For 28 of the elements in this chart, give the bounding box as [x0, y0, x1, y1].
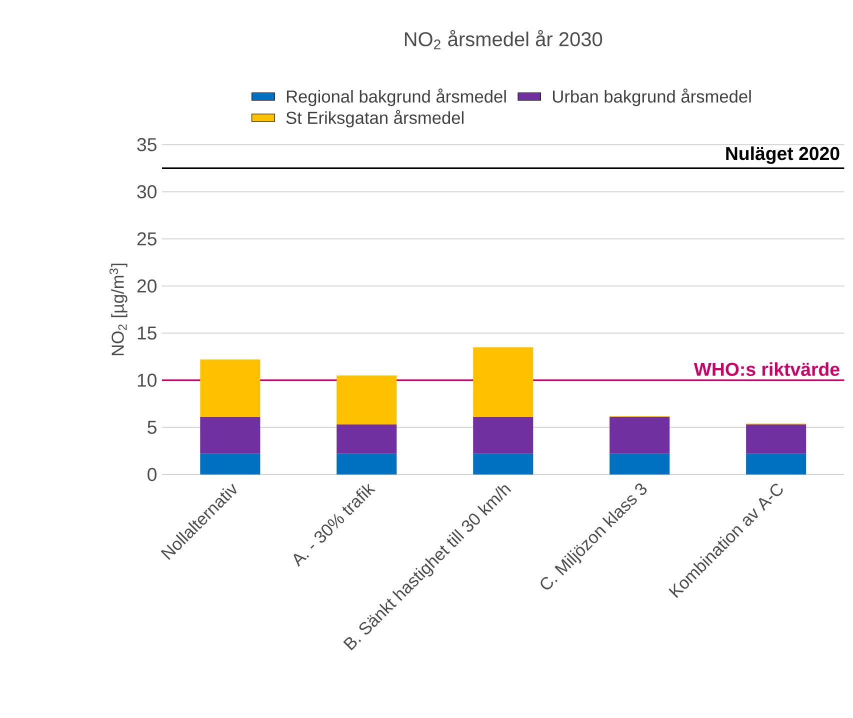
y-tick-label: 30	[137, 184, 157, 198]
ref-line-label: WHO:s riktvärde	[694, 362, 840, 376]
legend-label: Urban bakgrund årsmedel	[553, 88, 751, 106]
y-tick-label: 20	[137, 279, 157, 292]
bar	[200, 416, 260, 454]
bar	[473, 416, 534, 454]
y-tick-label: 35	[137, 138, 156, 152]
y-tick-label: 15	[138, 326, 156, 340]
y-axis-title: NO$_{2}$ [µg/m$^{3}$]	[109, 264, 128, 355]
legend-label: St Eriksgatan årsmedel	[286, 110, 464, 128]
y-tick-label: 0	[148, 468, 157, 481]
bar	[473, 347, 534, 417]
bar	[200, 359, 260, 417]
bar	[610, 416, 670, 454]
bar	[610, 454, 670, 474]
bar	[336, 375, 397, 424]
y-tick-label: 25	[137, 232, 156, 246]
bar	[746, 424, 806, 454]
bar	[336, 454, 397, 474]
bar	[746, 454, 806, 474]
y-tick-label: 10	[138, 373, 157, 387]
chart-title: NO$_{2}$ årsmedel år 2030	[404, 30, 602, 50]
ref-line-label: Nuläget 2020	[726, 146, 840, 164]
bar	[200, 454, 260, 474]
bar	[473, 454, 534, 474]
y-tick-label: 5	[148, 420, 156, 434]
legend-label: Regional bakgrund årsmedel	[286, 88, 506, 106]
bar	[336, 424, 397, 454]
